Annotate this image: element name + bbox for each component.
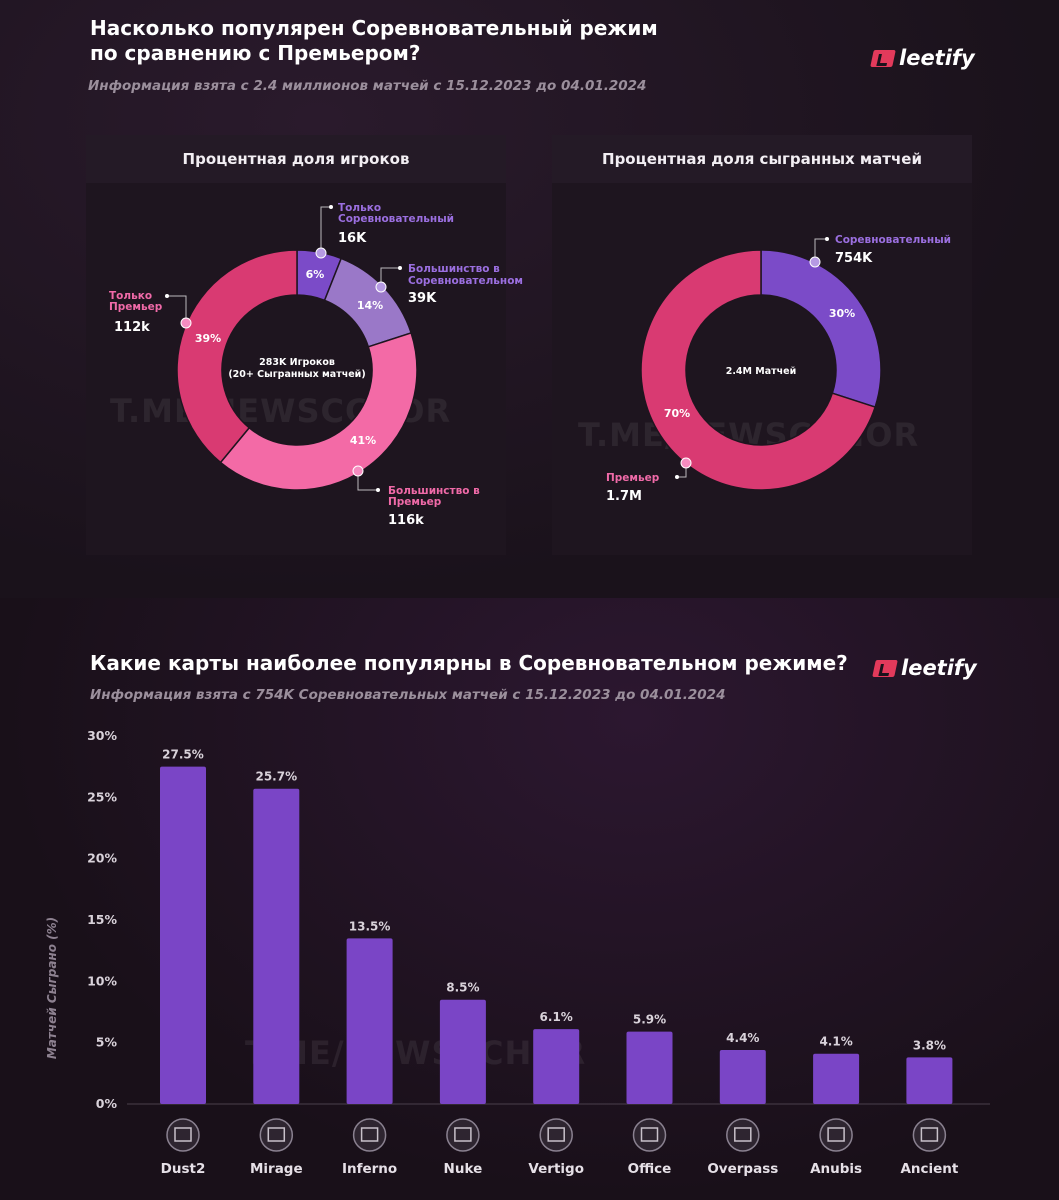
x-tick-label: Mirage [250, 1161, 303, 1177]
players-center-line1: 283K Игроков [259, 357, 335, 368]
top-subtitle: Информация взята с 2.4 миллионов матчей … [88, 78, 647, 94]
players-center-line2: (20+ Сыгранных матчей) [228, 369, 365, 380]
x-tick-label: Vertigo [528, 1161, 584, 1177]
leetify-logo-text: leetify [899, 46, 975, 70]
callout-name: Соревновательном [408, 275, 523, 287]
bar-value-label: 4.1% [819, 1035, 852, 1049]
x-tick-label: Dust2 [161, 1161, 206, 1177]
bar [626, 1031, 673, 1104]
nuke-icon [446, 1118, 480, 1152]
callout-mostly-premier: Большинство в Премьер 116k [352, 465, 480, 528]
bar-value-label: 5.9% [633, 1013, 666, 1027]
x-tick-label: Anubis [810, 1161, 862, 1177]
matches-panel-title: Процентная доля сыгранных матчей [552, 135, 972, 183]
callout-competitive: Соревновательный 754K [809, 234, 951, 268]
bar [346, 938, 393, 1104]
top-title: Насколько популярен Соревновательный реж… [90, 16, 658, 66]
leetify-logo: leetify [870, 46, 975, 70]
callout-name: Соревновательный [338, 213, 454, 225]
callout-name: Премьер [109, 301, 163, 313]
slice-percent-label: 6% [306, 268, 325, 281]
anubis-icon [819, 1118, 853, 1152]
callout-mostly-competitive: Большинство в Соревновательном 39K [375, 263, 523, 306]
callout-value: 16K [338, 231, 367, 246]
callout-name: Премьер [606, 472, 660, 484]
mirage-icon [259, 1118, 294, 1152]
donut-charts: 283K Игроков (20+ Сыгранных матчей) 2.4M… [109, 202, 951, 528]
y-tick-label: 5% [96, 1035, 118, 1050]
y-tick-label: 25% [87, 789, 117, 804]
callout-name: Соревновательный [835, 234, 951, 246]
slice-percent-label: 39% [195, 332, 221, 345]
slice-percent-label: 70% [664, 407, 690, 420]
donut-slice [176, 249, 298, 464]
x-tick-label: Nuke [444, 1161, 483, 1177]
dust2-icon [166, 1118, 200, 1152]
bar-value-label: 3.8% [913, 1038, 946, 1052]
bar [533, 1029, 580, 1104]
x-tick-label: Office [628, 1161, 672, 1177]
maps-bar-chart: Матчей Сыграно (%) 0% 5% 10% 15% 20% 25% 30% 2… [45, 728, 990, 1177]
bar [439, 999, 486, 1104]
bar [719, 1050, 766, 1104]
callout-name: Только [338, 202, 381, 214]
donut-slice [640, 249, 877, 491]
top-title-line2: по сравнению с Премьером? [90, 41, 421, 65]
office-icon [632, 1118, 667, 1152]
callout-name: Только [109, 290, 152, 302]
bar-value-label: 27.5% [162, 748, 204, 762]
leetify-logo: leetify [872, 656, 977, 680]
callout-value: 112k [114, 320, 150, 335]
overpass-icon [726, 1118, 760, 1152]
callout-only-premier: Только Премьер 112k [109, 290, 192, 335]
bar-value-label: 8.5% [446, 981, 479, 995]
matches-donut [640, 249, 882, 491]
bars: 27.5% Dust2 25.7% Mirage 13.5% Inferno 8.5% Nuk… [160, 748, 959, 1177]
callout-only-competitive: Только Соревновательный 16K [315, 202, 454, 259]
x-tick-label: Overpass [707, 1161, 778, 1177]
y-tick-label: 0% [96, 1096, 118, 1111]
y-axis-label: Матчей Сыграно (%) [45, 917, 59, 1059]
y-tick-label: 30% [87, 728, 117, 743]
bar [906, 1057, 953, 1104]
inferno-icon [352, 1118, 387, 1152]
slice-percent-label: 41% [350, 434, 376, 447]
callout-value: 754K [835, 251, 873, 266]
x-tick-label: Ancient [900, 1161, 958, 1177]
bottom-title: Какие карты наиболее популярны в Соревно… [90, 651, 848, 675]
watermark: T.ME/NEWSCCHOR [245, 1034, 587, 1072]
bar-value-label: 13.5% [349, 919, 391, 933]
matches-center: 2.4M Матчей [726, 366, 797, 377]
ancient-icon [912, 1118, 947, 1152]
callout-value: 1.7M [606, 489, 642, 504]
top-title-line1: Насколько популярен Соревновательный реж… [90, 16, 658, 40]
bottom-subtitle: Информация взята с 754K Соревновательных… [90, 687, 726, 703]
bar [813, 1053, 860, 1104]
callout-value: 39K [408, 291, 437, 306]
callout-name: Большинство в [388, 485, 480, 497]
callout-name: Премьер [388, 496, 442, 508]
donut-slice [760, 249, 882, 409]
bar [160, 766, 206, 1104]
bar [253, 788, 300, 1104]
callout-premier: Премьер 1.7M [606, 457, 692, 504]
bar-value-label: 4.4% [726, 1031, 759, 1045]
callout-value: 116k [388, 513, 424, 528]
slice-percent-label: 30% [829, 307, 855, 320]
bar-value-label: 25.7% [255, 770, 297, 784]
donut-slice [219, 331, 418, 491]
x-tick-label: Inferno [342, 1161, 397, 1177]
bar-value-label: 6.1% [540, 1010, 573, 1024]
players-donut [176, 249, 418, 491]
y-tick-label: 20% [87, 851, 117, 866]
y-tick-label: 15% [87, 912, 117, 927]
slice-percent-label: 14% [357, 299, 383, 312]
vertigo-icon [539, 1118, 573, 1152]
players-panel-title: Процентная доля игроков [86, 135, 506, 183]
y-tick-label: 10% [87, 973, 117, 988]
leetify-logo-text: leetify [901, 656, 977, 680]
callout-name: Большинство в [408, 263, 500, 275]
